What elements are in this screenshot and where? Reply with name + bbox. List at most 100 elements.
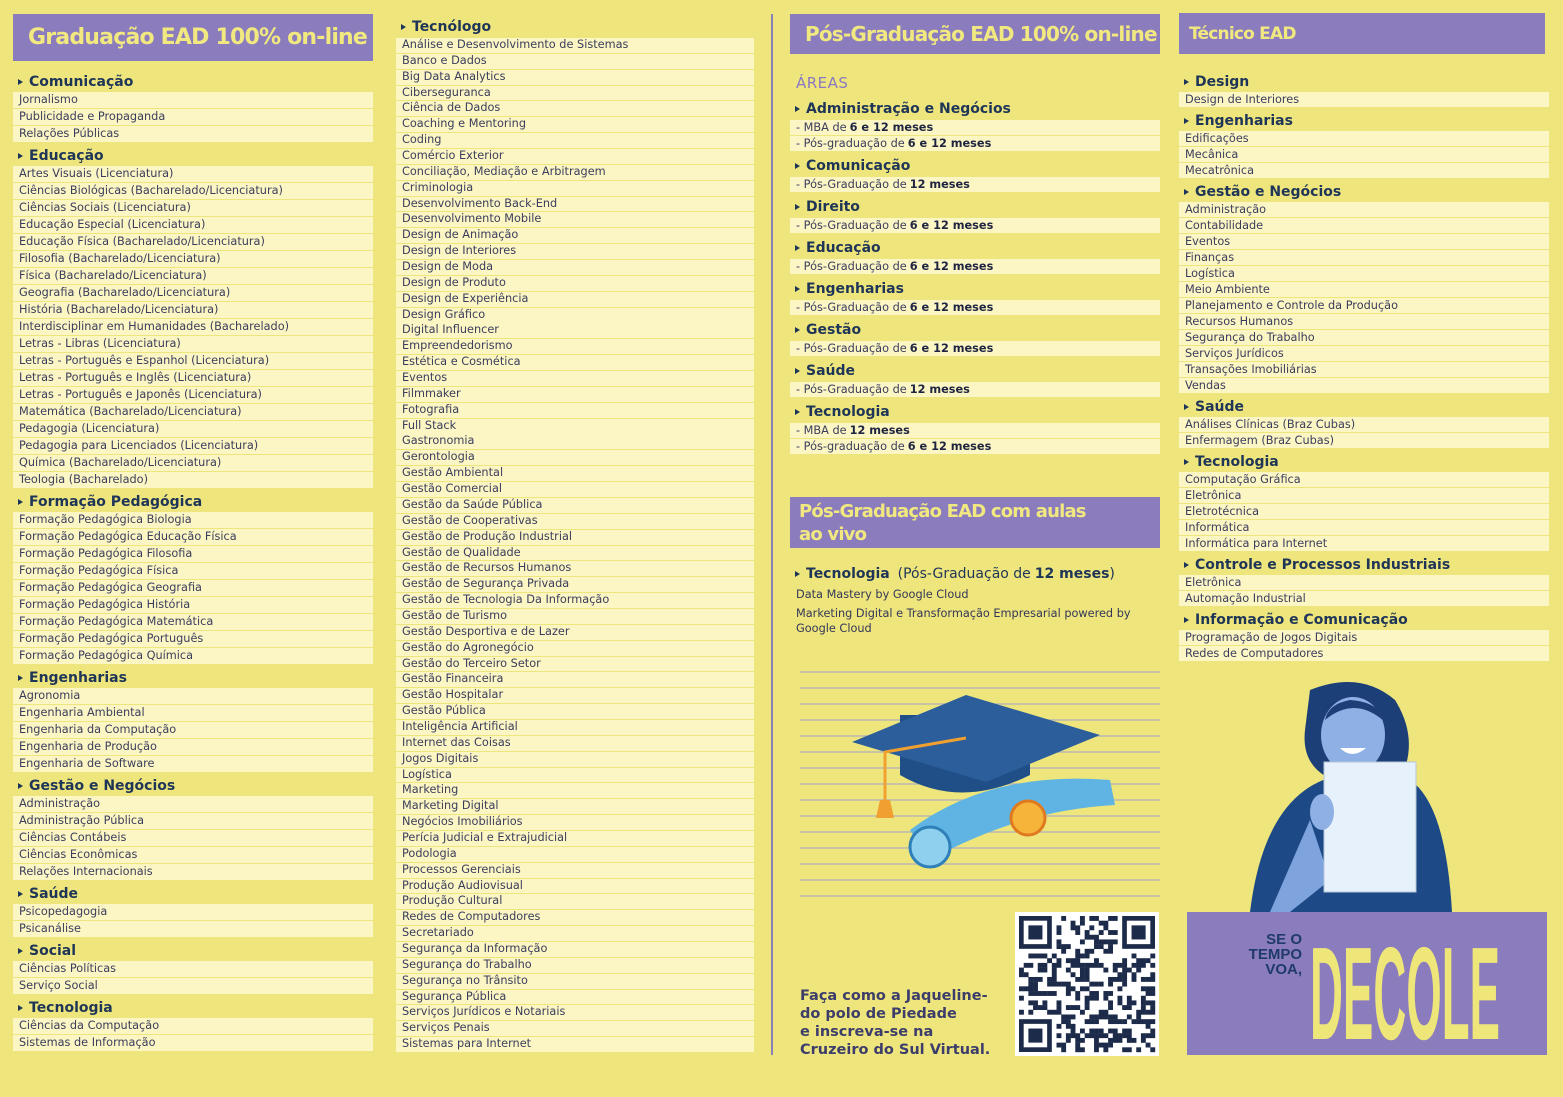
course-type: - Pós-Graduação de	[796, 260, 907, 273]
qr-cell	[1079, 1037, 1085, 1043]
course: Jogos Digitais	[396, 751, 754, 767]
course: - Pós-Graduação de 6 e 12 meses	[790, 300, 1160, 315]
course: Internet das Coisas	[396, 735, 754, 751]
section: Engenharias - Pós-Graduação de 6 e 12 mese…	[790, 279, 1160, 315]
course: Marketing Digital	[396, 799, 754, 815]
section-title: Administração e Negócios	[790, 99, 1160, 120]
course: Publicidade e Propaganda	[13, 109, 373, 125]
qr-cell	[1145, 1000, 1151, 1006]
qr-cell	[1033, 981, 1038, 987]
qr-cell	[1145, 1009, 1151, 1015]
qr-cell	[1075, 1033, 1081, 1039]
course: Design de Produto	[396, 275, 754, 291]
course: Data Mastery by Google Cloud	[796, 588, 969, 601]
qr-cell	[1150, 1047, 1156, 1053]
section: Gestão e Negócios Administração Contabilid…	[1179, 182, 1549, 393]
section-title: Saúde	[1179, 397, 1549, 417]
qr-cell	[1094, 981, 1099, 987]
qr-cell	[1103, 991, 1109, 996]
qr-cell	[1075, 925, 1081, 931]
course: - MBA de 12 meses	[790, 423, 1160, 438]
qr-cell	[1117, 986, 1123, 992]
qr-cell	[1056, 962, 1062, 968]
qr-cell	[1126, 1037, 1132, 1043]
qr-cell	[1084, 1019, 1090, 1025]
qr-cell	[1042, 953, 1048, 959]
qr-cell	[1089, 1014, 1095, 1020]
qr-cell	[1061, 1019, 1067, 1025]
qr-cell	[1019, 972, 1024, 978]
section: Controle e Processos Industriais Eletrôni…	[1179, 555, 1549, 606]
course: Design de Interiores	[396, 244, 754, 260]
section: Tecnologia - MBA de 12 meses - Pós-graduaçã…	[790, 402, 1160, 454]
qr-cell	[1084, 976, 1090, 982]
qr-cell	[1136, 1047, 1142, 1053]
qr-cell	[1131, 962, 1137, 968]
qr-cell	[1094, 1019, 1099, 1025]
course: Letras - Português e Japonês (Licenciatu…	[13, 387, 373, 403]
section: Administração e Negócios - MBA de 6 e 12 m…	[790, 99, 1160, 151]
qr-cell	[1122, 972, 1128, 978]
qr-cell	[1084, 972, 1090, 978]
qr-cell	[1103, 948, 1109, 954]
course: Gestão Comercial	[396, 482, 754, 497]
course: Segurança Pública	[396, 989, 754, 1005]
course: Formação Pedagógica Matemática	[13, 614, 373, 630]
qr-cell	[1136, 967, 1142, 973]
course: Processos Gerenciais	[396, 862, 754, 878]
course: Eletrônica	[1179, 575, 1549, 590]
course: Gerontologia	[396, 450, 754, 466]
qr-cell	[1136, 1014, 1142, 1020]
qr-cell	[1122, 1019, 1128, 1025]
course: Programação de Jogos Digitais	[1179, 630, 1549, 645]
note: (Pós-Graduação de	[897, 566, 1031, 582]
qr-cell	[1108, 1028, 1113, 1034]
course: Formação Pedagógica Português	[13, 631, 373, 647]
course: Podologia	[396, 846, 754, 862]
qr-cell	[1150, 1033, 1156, 1039]
section-title: Controle e Processos Industriais	[1179, 555, 1549, 575]
qr-cell	[1126, 1047, 1132, 1053]
qr-cell	[1061, 1014, 1067, 1020]
course: Psicanálise	[13, 921, 373, 937]
course: Agronomia	[13, 688, 373, 704]
qr-cell	[1019, 986, 1024, 992]
section-title: Tecnologia	[790, 402, 1160, 423]
course: Ciências Biológicas (Bacharelado/Licenci…	[13, 183, 373, 199]
qr-cell	[1028, 962, 1034, 968]
qr-cell	[1079, 972, 1085, 978]
course: Sistemas de Informação	[13, 1035, 373, 1051]
qr-cell	[1108, 916, 1113, 921]
course: Formação Pedagógica Filosofia	[13, 546, 373, 562]
course: Ciências Econômicas	[13, 847, 373, 863]
qr-cell	[1056, 1000, 1062, 1006]
footer-line: Faça como a Jaqueline-	[800, 988, 988, 1004]
qr-cell	[1122, 976, 1128, 982]
course: Gestão de Recursos Humanos	[396, 561, 754, 577]
qr-cell	[1028, 981, 1034, 987]
qr-cell	[1150, 976, 1156, 982]
qr-cell	[1065, 967, 1071, 973]
qr-cell	[1033, 953, 1038, 959]
qr-cell	[1150, 991, 1156, 996]
course: Mecânica	[1179, 147, 1549, 162]
section-title: Educação	[13, 146, 373, 166]
qr-cell	[1070, 1023, 1076, 1029]
tecnico-list: Design Design de Interiores Engenharias Edi…	[1179, 72, 1549, 662]
course: Filmmaker	[396, 386, 754, 402]
course: Matemática (Bacharelado/Licenciatura)	[13, 404, 373, 420]
slogan-line: VOA,	[1265, 961, 1302, 978]
qr-cell	[1126, 1005, 1132, 1010]
course-duration: 6 e 12 meses	[909, 301, 994, 314]
qr-cell	[1136, 1019, 1142, 1025]
section: Comunicação - Pós-Graduação de 12 meses	[790, 156, 1160, 192]
qr-code[interactable]	[1015, 912, 1159, 1056]
course: Digital Influencer	[396, 323, 754, 339]
course-type: - MBA de	[796, 121, 847, 134]
qr-cell	[1136, 962, 1142, 968]
course: Teologia (Bacharelado)	[13, 472, 373, 488]
note: )	[1109, 566, 1115, 582]
footer-line: Cruzeiro do Sul Virtual.	[800, 1042, 991, 1058]
